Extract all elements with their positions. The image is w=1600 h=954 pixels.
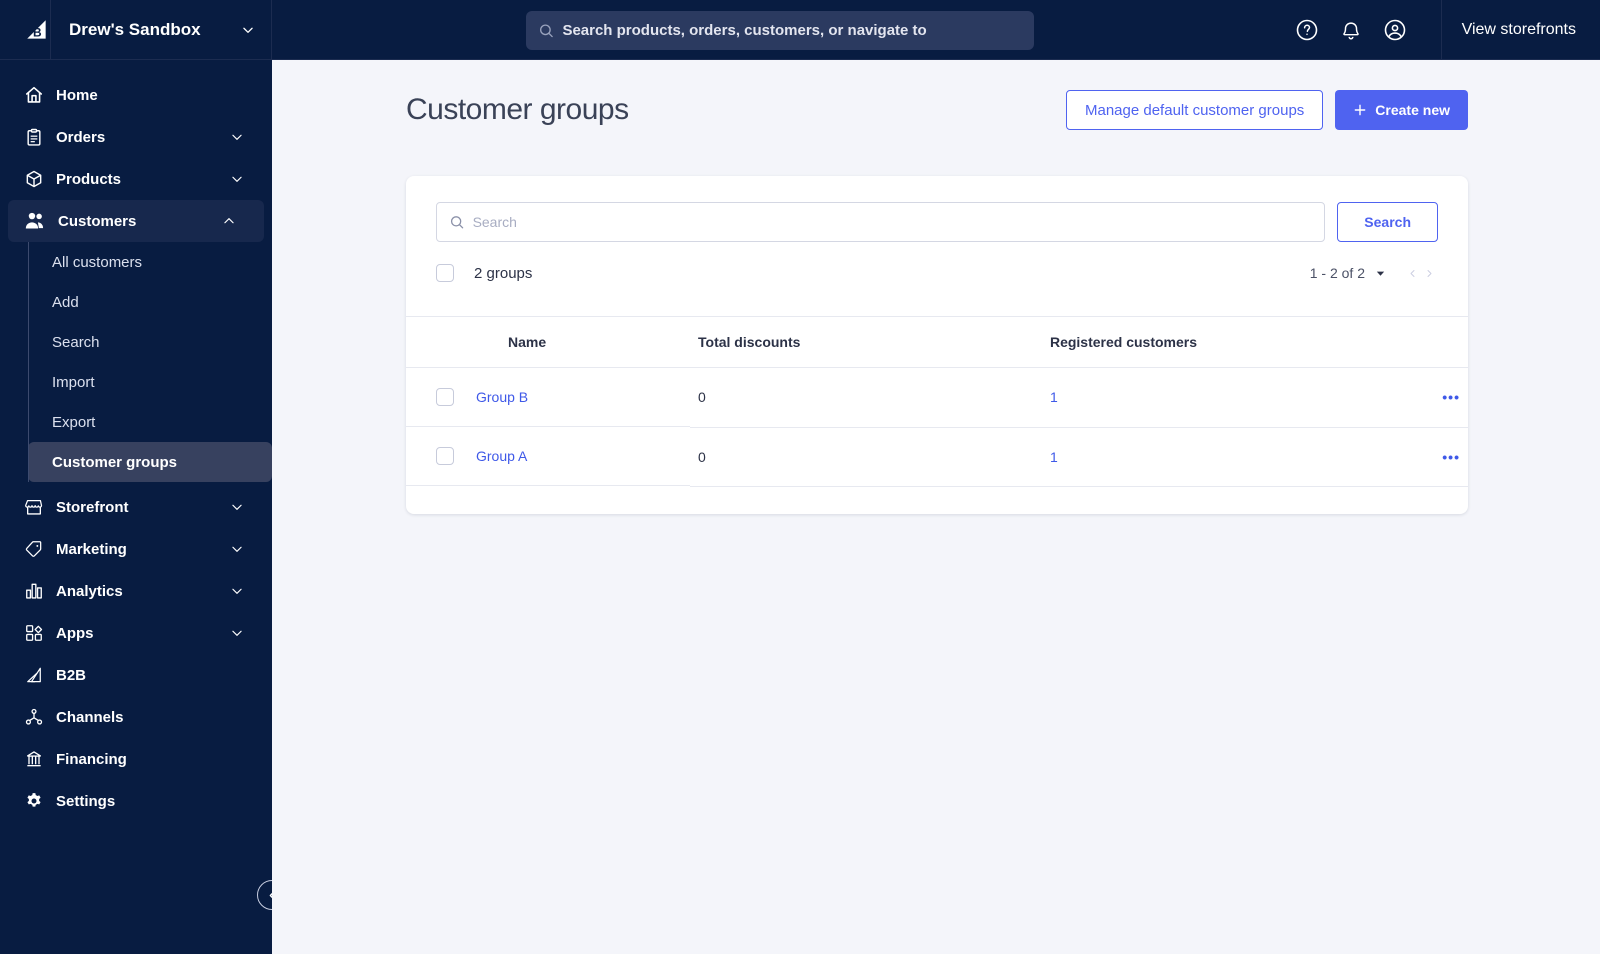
svg-text:B: B bbox=[33, 25, 42, 39]
